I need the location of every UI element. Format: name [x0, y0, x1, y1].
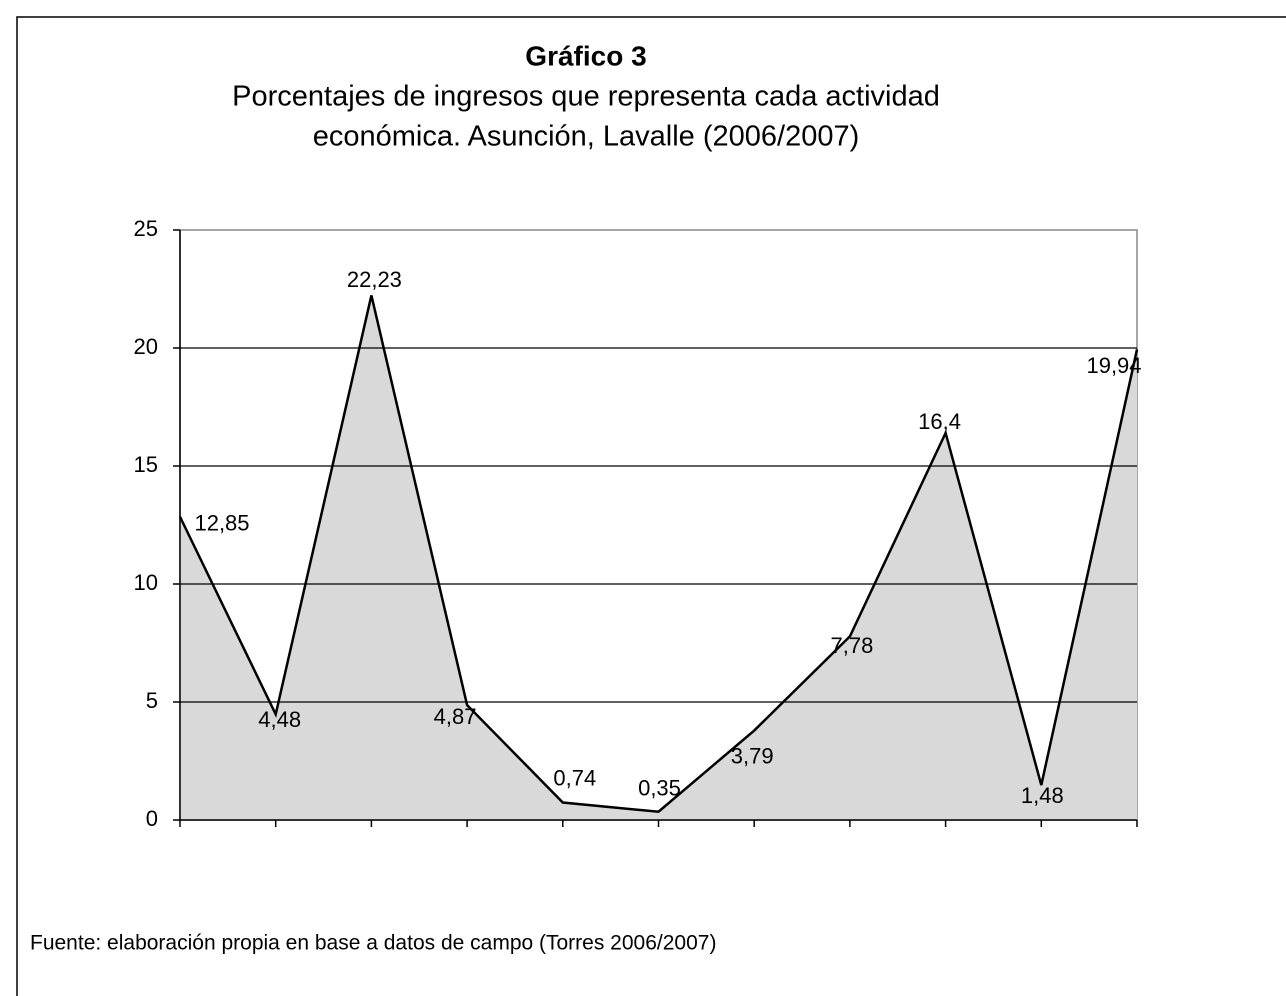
- value-label: 4,48: [258, 707, 301, 732]
- value-label: 19,94: [1086, 353, 1141, 378]
- chart-subtitle: económica. Asunción, Lavalle (2006/2007): [313, 121, 860, 153]
- area-line: [178, 295, 1139, 814]
- value-label: 0,35: [638, 776, 681, 801]
- chart-title: Gráfico 3: [525, 40, 646, 71]
- source-note: Fuente: elaboración propia en base a dat…: [30, 932, 716, 955]
- y-tick-label: 10: [134, 570, 158, 595]
- frame: [16, 16, 1286, 996]
- y-tick-label: 5: [146, 688, 158, 713]
- value-label: 4,87: [434, 704, 477, 729]
- area-fill: [180, 295, 1137, 820]
- y-tick-label: 0: [146, 806, 158, 831]
- value-label: 16,4: [918, 409, 961, 434]
- value-label: 3,79: [731, 743, 774, 768]
- value-label: 0,74: [553, 765, 596, 790]
- value-label: 12,85: [194, 511, 249, 536]
- y-tick-label: 20: [134, 334, 158, 359]
- value-label: 7,78: [830, 633, 873, 658]
- y-tick-label: 25: [134, 216, 158, 241]
- value-label: 22,23: [347, 267, 402, 292]
- chart-subtitle: Porcentajes de ingresos que representa c…: [232, 81, 940, 113]
- value-label: 1,48: [1021, 783, 1064, 808]
- y-tick-label: 15: [134, 452, 158, 477]
